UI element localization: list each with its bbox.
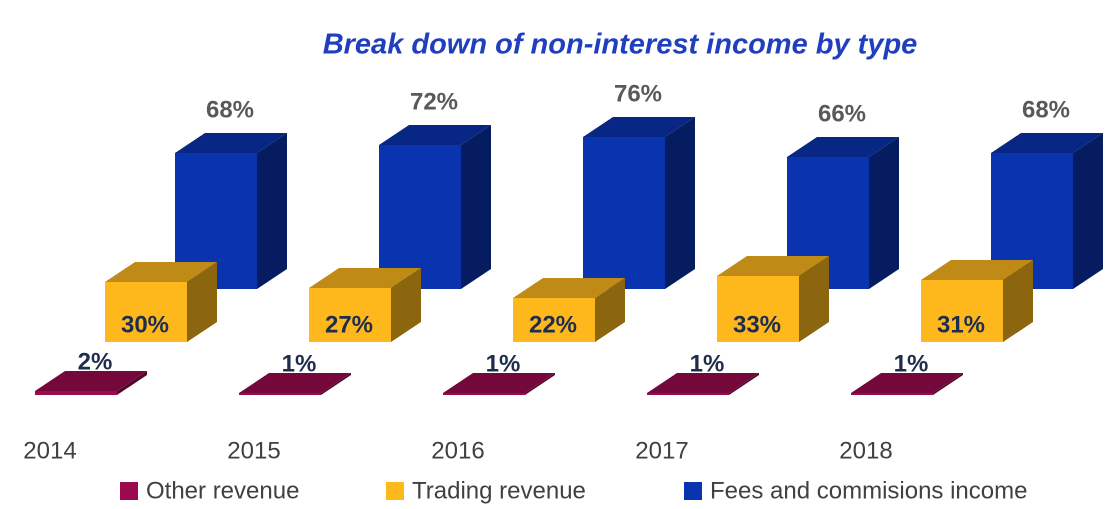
- bar-front: [105, 282, 187, 342]
- legend-label: Other revenue: [146, 477, 299, 504]
- bar-top: [443, 373, 555, 393]
- bar: [921, 260, 1033, 342]
- bar-side: [869, 137, 899, 289]
- bar-top: [717, 256, 829, 276]
- legend-swatch: [120, 482, 138, 500]
- bar-side: [1003, 260, 1033, 342]
- bar-front: [583, 137, 665, 289]
- bar: [717, 256, 829, 342]
- bar-top: [309, 268, 421, 288]
- bar: [239, 373, 351, 395]
- bar-side: [665, 117, 695, 289]
- bar-top: [35, 371, 147, 391]
- bar-top: [379, 125, 491, 145]
- value-label: 1%: [690, 350, 725, 377]
- bar-top: [991, 133, 1103, 153]
- legend-label: Fees and commisions income: [710, 477, 1027, 504]
- bar: [35, 371, 147, 395]
- value-label: 2%: [78, 348, 113, 375]
- value-label: 68%: [1022, 96, 1070, 123]
- bar: [647, 373, 759, 395]
- bar-front: [379, 145, 461, 289]
- bar: [513, 278, 625, 342]
- bar-top: [647, 373, 759, 393]
- bar-top: [583, 117, 695, 137]
- value-label: 33%: [733, 311, 781, 338]
- bar-side: [187, 262, 217, 342]
- bar-side: [257, 133, 287, 289]
- legend-swatch: [386, 482, 404, 500]
- bar-side: [799, 256, 829, 342]
- bar-top: [787, 137, 899, 157]
- chart-title: Break down of non-interest income by typ…: [323, 29, 918, 61]
- bar: [105, 262, 217, 342]
- bar: [851, 373, 963, 395]
- bar-side: [933, 373, 963, 395]
- bar-top: [105, 262, 217, 282]
- bar-side: [321, 373, 351, 395]
- bar-side: [525, 373, 555, 395]
- bar-top: [239, 373, 351, 393]
- bar-front: [309, 288, 391, 342]
- value-label: 1%: [486, 350, 521, 377]
- value-label: 66%: [818, 100, 866, 127]
- bar-side: [117, 371, 147, 395]
- x-tick-label: 2016: [431, 437, 484, 464]
- bar-side: [729, 373, 759, 395]
- legend-swatch: [684, 482, 702, 500]
- bar-front: [239, 393, 321, 395]
- bar-side: [595, 278, 625, 342]
- x-tick-label: 2018: [839, 437, 892, 464]
- x-tick-label: 2015: [227, 437, 280, 464]
- bar-front: [513, 298, 595, 342]
- bar: [309, 268, 421, 342]
- bar-front: [443, 393, 525, 395]
- x-tick-label: 2014: [23, 437, 76, 464]
- bar: [443, 373, 555, 395]
- bar-top: [175, 133, 287, 153]
- bar-top: [921, 260, 1033, 280]
- value-label: 31%: [937, 311, 985, 338]
- x-tick-label: 2017: [635, 437, 688, 464]
- bar-side: [391, 268, 421, 342]
- bar-front: [921, 280, 1003, 342]
- value-label: 76%: [614, 80, 662, 107]
- bar: [379, 125, 491, 289]
- value-label: 22%: [529, 311, 577, 338]
- value-label: 68%: [206, 96, 254, 123]
- value-label: 1%: [894, 350, 929, 377]
- bar: [583, 117, 695, 289]
- bar-top: [851, 373, 963, 393]
- bar-front: [35, 391, 117, 395]
- legend-label: Trading revenue: [412, 477, 586, 504]
- bar-front: [717, 276, 799, 342]
- bar-side: [1073, 133, 1103, 289]
- bar-front: [647, 393, 729, 395]
- value-label: 27%: [325, 311, 373, 338]
- value-label: 72%: [410, 88, 458, 115]
- bar-side: [461, 125, 491, 289]
- bar-top: [513, 278, 625, 298]
- value-label: 30%: [121, 311, 169, 338]
- value-label: 1%: [282, 350, 317, 377]
- bar-front: [851, 393, 933, 395]
